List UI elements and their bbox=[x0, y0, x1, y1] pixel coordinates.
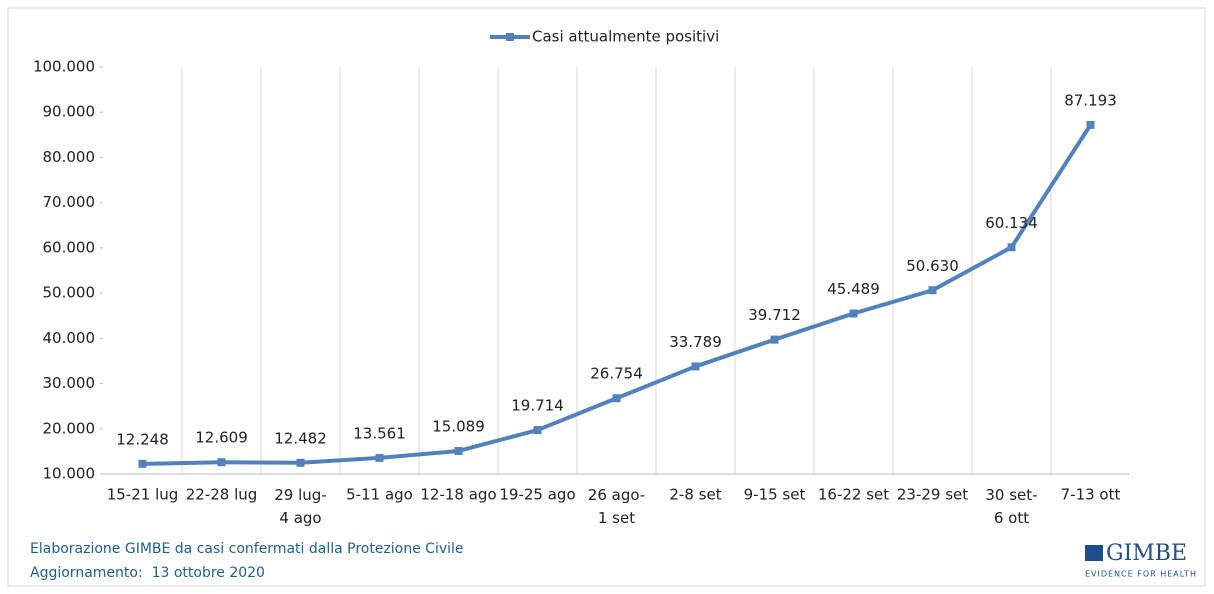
data-label: 12.482 bbox=[274, 429, 327, 447]
x-tick-label: 15-21 lug bbox=[107, 486, 179, 504]
y-tick-label: 90.000 bbox=[43, 103, 96, 121]
y-tick-label: 70.000 bbox=[43, 193, 96, 211]
point-marker bbox=[691, 362, 700, 371]
data-label: 19.714 bbox=[511, 397, 564, 415]
chart-border bbox=[7, 7, 1206, 587]
y-tick-label: 60.000 bbox=[43, 238, 96, 256]
point-marker bbox=[928, 286, 937, 295]
point-marker bbox=[849, 309, 858, 318]
y-tick-label: 10.000 bbox=[43, 465, 96, 483]
update-note: Aggiornamento: 13 ottobre 2020 bbox=[30, 565, 265, 581]
series-line bbox=[142, 123, 1093, 466]
logo-tagline: EVIDENCE FOR HEALTH bbox=[1085, 570, 1197, 579]
x-tick-label: 23-29 set bbox=[897, 486, 968, 504]
y-tick-label: 20.000 bbox=[43, 419, 96, 437]
point-marker bbox=[770, 335, 779, 344]
x-tick-label: 2-8 set bbox=[669, 486, 721, 504]
y-tick-label: 50.000 bbox=[43, 284, 96, 302]
data-label: 15.089 bbox=[432, 417, 485, 435]
x-tick-label: 12-18 ago bbox=[420, 486, 496, 504]
logo-icon bbox=[1085, 545, 1103, 561]
point-marker bbox=[1007, 243, 1016, 252]
logo: GIMBE bbox=[1106, 541, 1187, 566]
x-tick-label: 22-28 lug bbox=[186, 486, 258, 504]
point-marker bbox=[217, 458, 226, 467]
data-label: 13.561 bbox=[353, 424, 406, 442]
x-tick-label: 16-22 set bbox=[818, 486, 889, 504]
point-marker bbox=[612, 394, 621, 403]
data-label: 12.248 bbox=[116, 430, 169, 448]
data-label: 50.630 bbox=[906, 257, 959, 275]
data-label: 39.712 bbox=[748, 306, 801, 324]
point-marker bbox=[454, 446, 463, 455]
point-marker bbox=[1086, 120, 1095, 129]
point-marker bbox=[296, 458, 305, 467]
point-marker bbox=[138, 459, 147, 468]
legend-marker bbox=[506, 33, 514, 41]
legend-label: Casi attualmente positivi bbox=[532, 28, 719, 46]
data-label: 60.134 bbox=[985, 214, 1038, 232]
x-tick-label: 9-15 set bbox=[744, 486, 806, 504]
x-tick-label: 26 ago-1 set bbox=[588, 486, 645, 527]
y-tick-label: 30.000 bbox=[43, 374, 96, 392]
source-note: Elaborazione GIMBE da casi confermati da… bbox=[30, 541, 464, 557]
point-marker bbox=[375, 453, 384, 462]
data-label: 12.609 bbox=[195, 429, 248, 447]
data-label: 45.489 bbox=[827, 280, 880, 298]
data-label: 87.193 bbox=[1064, 91, 1117, 109]
x-tick-label: 29 lug-4 ago bbox=[274, 486, 326, 527]
y-tick-label: 80.000 bbox=[43, 148, 96, 166]
point-marker bbox=[533, 426, 542, 435]
y-tick-label: 100.000 bbox=[33, 58, 95, 76]
x-tick-label: 19-25 ago bbox=[499, 486, 575, 504]
x-tick-label: 7-13 ott bbox=[1061, 486, 1121, 504]
x-tick-label: 30 set-6 ott bbox=[985, 486, 1037, 527]
data-label: 26.754 bbox=[590, 365, 643, 383]
data-label: 33.789 bbox=[669, 333, 722, 351]
y-tick-label: 40.000 bbox=[43, 329, 96, 347]
x-tick-label: 5-11 ago bbox=[346, 486, 413, 504]
